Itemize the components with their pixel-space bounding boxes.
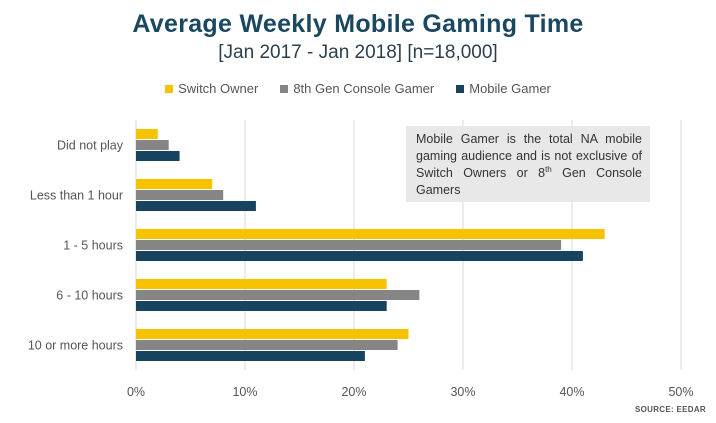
legend-item-mobile-gamer: Mobile Gamer: [456, 81, 551, 96]
bar: [136, 329, 409, 339]
legend-swatch: [165, 84, 174, 93]
y-category-label: Did not play: [57, 139, 124, 153]
x-tick-label: 10%: [232, 385, 257, 399]
bar: [136, 240, 562, 250]
bar: [136, 301, 387, 311]
y-category-label: 1 - 5 hours: [63, 239, 123, 253]
note-text-tail: Gen Console Gamers: [416, 166, 642, 197]
bar: [136, 140, 169, 150]
annotation-note: Mobile Gamer is the total NA mobile gami…: [406, 126, 650, 202]
legend-label: Mobile Gamer: [469, 81, 551, 96]
bar: [136, 340, 398, 350]
bar: [136, 201, 256, 211]
bar: [136, 251, 583, 261]
chart-title: Average Weekly Mobile Gaming Time: [132, 10, 584, 38]
legend-label: Switch Owner: [178, 81, 259, 96]
chart-subtitle: [Jan 2017 - Jan 2018] [n=18,000]: [218, 42, 498, 63]
legend-swatch: [280, 84, 289, 93]
bar: [136, 129, 158, 139]
legend-item-switch-owner: Switch Owner: [165, 81, 258, 96]
x-tick-label: 0%: [127, 385, 145, 399]
bar: [136, 179, 213, 189]
x-tick-label: 50%: [668, 385, 693, 399]
source-label: SOURCE: EEDAR: [634, 405, 706, 414]
legend-item-8th-gen-console-gamer: 8th Gen Console Gamer: [280, 81, 434, 96]
x-tick-label: 40%: [559, 385, 584, 399]
bar: [136, 151, 180, 161]
bar: [136, 279, 387, 289]
legend: Switch Owner 8th Gen Console Gamer Mobil…: [0, 81, 716, 96]
bar: [136, 351, 365, 361]
note-text: Mobile Gamer is the total NA mobile gami…: [416, 132, 642, 180]
legend-swatch: [456, 84, 465, 93]
y-category-label: 10 or more hours: [28, 339, 123, 353]
x-tick-label: 30%: [450, 385, 475, 399]
y-category-label: 6 - 10 hours: [56, 289, 123, 303]
legend-label: 8th Gen Console Gamer: [293, 81, 435, 96]
note-superscript: th: [545, 164, 552, 174]
x-tick-label: 20%: [341, 385, 366, 399]
bar: [136, 229, 605, 239]
y-category-label: Less than 1 hour: [30, 189, 123, 203]
bar: [136, 290, 420, 300]
bar: [136, 190, 224, 200]
